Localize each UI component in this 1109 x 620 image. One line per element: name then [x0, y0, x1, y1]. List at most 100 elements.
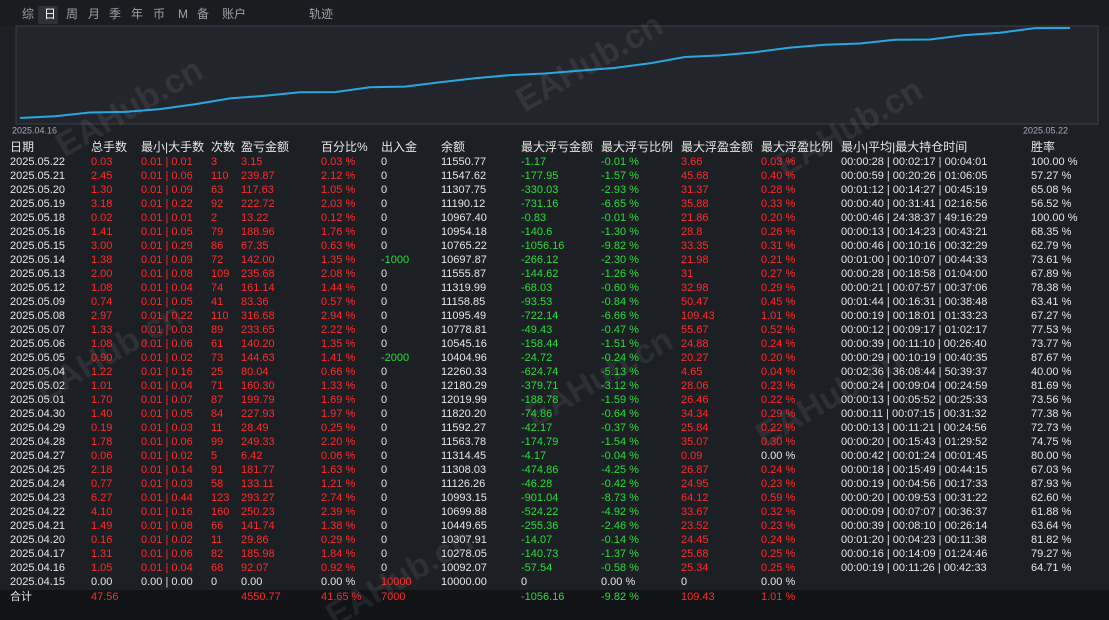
table-cell: 00:00:12 | 00:09:17 | 01:02:17: [841, 324, 987, 336]
table-cell: 10699.88: [441, 506, 487, 518]
table-cell: 00:00:16 | 00:14:09 | 01:24:46: [841, 548, 987, 560]
table-cell: 11314.45: [441, 450, 486, 462]
table-cell: 28.06: [681, 380, 709, 392]
tab[interactable]: 账户: [222, 6, 246, 21]
tab[interactable]: 备: [197, 7, 209, 21]
total-cell: -9.82 %: [601, 591, 639, 603]
table-cell: 0.01 | 0.09: [141, 254, 193, 266]
table-cell: 133.11: [241, 478, 274, 490]
table-cell: 24.95: [681, 478, 709, 490]
table-cell: 64.71 %: [1031, 562, 1072, 574]
table-cell: 11555.87: [441, 268, 486, 280]
table-cell: 65.08 %: [1031, 184, 1072, 196]
table-cell: 0.01 | 0.02: [141, 352, 193, 364]
table-cell: 82: [211, 548, 223, 560]
table-cell: 0: [381, 324, 387, 336]
table-cell: 0.00 | 0.00: [141, 576, 193, 588]
table-cell: 10449.65: [441, 520, 487, 532]
table-cell: 0.01 | 0.05: [141, 296, 193, 308]
table-cell: 0.01 | 0.22: [141, 198, 193, 210]
table-cell: 92: [211, 198, 223, 210]
total-cell: 7000: [381, 591, 405, 603]
table-cell: 10993.15: [441, 492, 487, 504]
tab[interactable]: 轨迹: [309, 7, 333, 21]
tab[interactable]: 综: [22, 7, 34, 21]
table-cell: 0: [521, 576, 527, 588]
table-cell: 0.01 | 0.04: [141, 562, 193, 574]
table-cell: 26.46: [681, 394, 709, 406]
table-cell: 11547.62: [441, 170, 486, 182]
table-cell: -6.66 %: [601, 310, 639, 322]
table-cell: 2025.05.20: [10, 184, 65, 196]
table-cell: -0.60 %: [601, 282, 639, 294]
table-cell: 73.61 %: [1031, 254, 1072, 266]
table-cell: -1.59 %: [601, 394, 639, 406]
table-cell: 3.18: [91, 198, 112, 210]
table-cell: 0: [381, 184, 387, 196]
table-cell: 2025.05.01: [10, 394, 65, 406]
table-cell: 123: [211, 492, 229, 504]
table-cell: 31.37: [681, 184, 709, 196]
table-cell: 13.22: [241, 212, 269, 224]
table-cell: 10307.91: [441, 534, 487, 546]
tab[interactable]: M: [178, 7, 188, 21]
table-cell: 00:01:20 | 00:04:23 | 00:11:38: [841, 534, 987, 546]
table-cell: 0: [381, 394, 387, 406]
table-cell: 0.01 | 0.22: [141, 310, 193, 322]
table-cell: -49.43: [521, 324, 552, 336]
table-cell: 2025.05.08: [10, 310, 65, 322]
table-cell: 61.88 %: [1031, 506, 1072, 518]
column-header: 百分比%: [321, 140, 368, 154]
table-cell: 1.31: [91, 548, 112, 560]
table-cell: 2025.04.25: [10, 464, 65, 476]
table-cell: 1.70: [91, 394, 112, 406]
total-cell: 1.01 %: [761, 591, 795, 603]
table-cell: 0.29 %: [321, 534, 355, 546]
table-cell: -57.54: [521, 562, 552, 574]
table-cell: 1.21 %: [321, 478, 355, 490]
tab[interactable]: 月: [88, 7, 100, 21]
table-cell: 0: [381, 492, 387, 504]
table-cell: -1.37 %: [601, 548, 639, 560]
table-cell: 0.03: [91, 156, 112, 168]
table-cell: 0.03 %: [321, 156, 355, 168]
tab[interactable]: 周: [66, 7, 78, 21]
table-cell: -330.03: [521, 184, 558, 196]
table-cell: 188.96: [241, 226, 275, 238]
table-cell: 1.08: [91, 282, 112, 294]
table-cell: 0.33 %: [761, 198, 795, 210]
chart-end-label: 2025.05.22: [1023, 125, 1068, 135]
table-cell: 00:00:42 | 00:01:24 | 00:01:45: [841, 450, 987, 462]
table-cell: -4.92 %: [601, 506, 639, 518]
table-cell: 11095.49: [441, 310, 486, 322]
table-cell: 140.20: [241, 338, 275, 350]
table-cell: 33.67: [681, 506, 709, 518]
table-cell: -0.01 %: [601, 156, 639, 168]
table-cell: 160: [211, 506, 229, 518]
tab[interactable]: 季: [109, 7, 121, 21]
table-cell: 3.00: [91, 240, 112, 252]
table-cell: 0.24 %: [761, 464, 795, 476]
table-cell: -144.62: [521, 268, 558, 280]
table-cell: 00:00:28 | 00:18:58 | 01:04:00: [841, 268, 987, 280]
table-cell: 2025.05.02: [10, 380, 65, 392]
table-cell: 67.89 %: [1031, 268, 1072, 280]
tab[interactable]: 日: [44, 7, 56, 21]
table-cell: 63.41 %: [1031, 296, 1072, 308]
table-cell: 11: [211, 422, 222, 434]
tab[interactable]: 币: [153, 7, 165, 21]
table-cell: 3.66: [681, 156, 702, 168]
table-cell: 80.04: [241, 366, 269, 378]
table-cell: 10000.00: [441, 576, 487, 588]
table-cell: -1.54 %: [601, 436, 639, 448]
total-cell: 41.65 %: [321, 591, 362, 603]
table-cell: 83.36: [241, 296, 269, 308]
table-cell: 81.82 %: [1031, 534, 1072, 546]
tab[interactable]: 年: [131, 7, 143, 21]
table-cell: 0: [381, 338, 387, 350]
table-cell: 2025.04.16: [10, 562, 65, 574]
table-cell: -0.47 %: [601, 324, 639, 336]
table-cell: 10954.18: [441, 226, 487, 238]
table-cell: 00:00:11 | 00:07:15 | 00:31:32: [841, 408, 987, 420]
table-cell: 67.35: [241, 240, 269, 252]
